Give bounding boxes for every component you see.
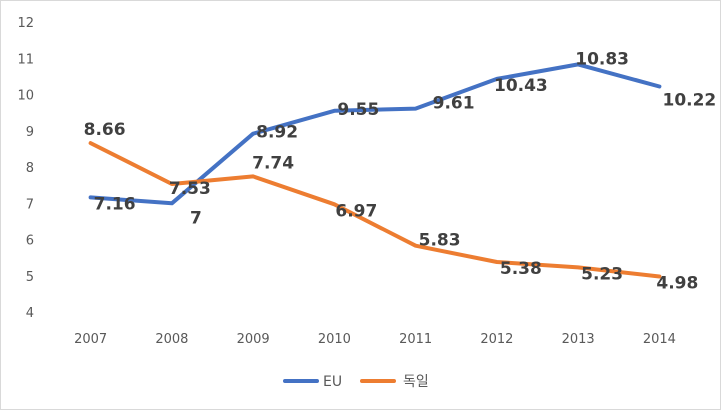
data-label: 8.92 [256,123,298,143]
data-label: 10.83 [575,49,629,69]
x-tick-label: 2010 [318,332,351,347]
data-label: 7.53 [169,179,211,199]
data-label: 7 [190,208,202,228]
y-tick-label: 5 [26,270,34,285]
y-tick-label: 10 [17,89,34,104]
data-label: 5.38 [500,259,542,279]
x-tick-label: 2007 [74,332,107,347]
x-tick-label: 2009 [237,332,270,347]
data-label: 10.43 [494,76,548,96]
data-label: 8.66 [84,120,126,140]
legend-label: EU [323,374,342,390]
x-tick-label: 2014 [643,332,676,347]
y-tick-label: 11 [17,52,34,67]
series-line-eu [88,62,662,206]
x-axis: 2007 2008 2009 2010 2011 2012 2013 2014 [74,332,676,347]
y-tick-label: 12 [17,16,34,31]
x-tick-label: 2011 [399,332,432,347]
data-label: 6.97 [335,201,377,221]
data-label: 4.98 [656,273,698,293]
y-tick-label: 6 [26,234,34,249]
x-tick-label: 2012 [480,332,513,347]
series-line-germany [88,141,662,279]
data-label: 5.83 [419,231,461,251]
data-label: 10.22 [662,91,716,111]
y-axis: 4 5 6 7 8 9 10 11 12 [17,16,34,321]
y-tick-label: 7 [26,197,34,212]
y-tick-label: 9 [26,125,34,140]
y-tick-label: 8 [26,161,34,176]
data-labels: 7.16 7 8.92 9.55 9.61 10.43 10.83 10.22 8.66 7.53… [84,49,717,293]
data-label: 7.16 [94,194,136,214]
data-label: 7.74 [252,153,294,173]
series-lines [88,62,662,279]
x-tick-label: 2013 [562,332,595,347]
data-label: 9.61 [433,94,475,114]
data-label: 9.55 [337,100,379,120]
legend: EU 독일 [283,374,429,390]
data-label: 5.23 [581,264,623,284]
x-tick-label: 2008 [155,332,188,347]
y-tick-label: 4 [26,306,34,321]
legend-label: 독일 [403,374,429,390]
